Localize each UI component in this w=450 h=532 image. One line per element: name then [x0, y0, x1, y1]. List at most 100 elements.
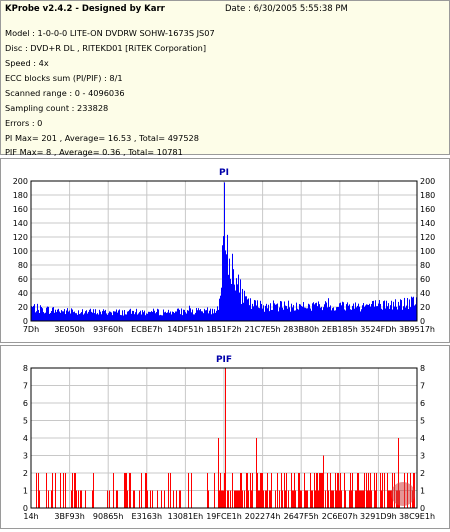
pif-bar — [364, 473, 365, 508]
pi-bar — [133, 310, 134, 321]
pi-bar — [47, 306, 48, 321]
pi-bar — [107, 314, 108, 321]
pi-bar — [217, 306, 218, 321]
pi-bar — [99, 309, 100, 321]
plot-frame — [30, 367, 418, 509]
pif-bar — [338, 473, 339, 508]
pi-bar — [159, 315, 160, 321]
pi-bar — [91, 311, 92, 321]
y-tick-label-right: 20 — [420, 303, 430, 312]
pi-bar — [264, 311, 265, 321]
pi-bar — [153, 308, 154, 321]
pi-bar — [249, 305, 250, 321]
pi-bar — [248, 298, 249, 321]
pif-bar — [173, 490, 174, 508]
pi-bar — [201, 311, 202, 321]
y-tick-label-right: 6 — [420, 399, 425, 408]
pif-bar — [150, 490, 151, 508]
pif-bar — [330, 473, 331, 508]
pi-bar — [221, 287, 222, 321]
pif-bar — [382, 473, 383, 508]
pif-bar — [251, 490, 252, 508]
pi-bar — [234, 284, 235, 321]
pi-bar — [105, 309, 106, 321]
pi-bar — [71, 308, 72, 321]
pi-bar — [387, 306, 388, 321]
pi-bar — [350, 309, 351, 321]
pi-bar — [245, 296, 246, 321]
range-line: Scanned range : 0 - 4096036 — [5, 88, 125, 98]
pi-bar — [63, 311, 64, 321]
pi-bar — [359, 306, 360, 321]
pi-bar — [250, 298, 251, 321]
pi-bar — [81, 312, 82, 321]
pi-bar — [86, 310, 87, 321]
pif-bar — [390, 490, 391, 508]
pif-bar — [316, 473, 317, 508]
pi-bar — [110, 311, 111, 321]
y-tick-label-left: 40 — [18, 289, 28, 298]
pi-bar — [262, 308, 263, 321]
pi-bar — [131, 313, 132, 321]
pi-bar — [127, 311, 128, 321]
y-tick-label-right: 1 — [420, 487, 425, 496]
pi-bar — [65, 314, 66, 321]
pi-bar — [228, 274, 229, 321]
pif-bar — [65, 473, 66, 508]
pi-bar — [156, 312, 157, 321]
pi-bar — [64, 309, 65, 321]
pi-bar — [396, 306, 397, 321]
pif-bar — [152, 490, 153, 508]
pi-bar — [328, 298, 329, 321]
pif-bar — [389, 490, 390, 508]
pi-bar — [310, 308, 311, 321]
pi-bar — [267, 308, 268, 321]
y-tick-label-right: 140 — [420, 219, 435, 228]
pi-bar — [104, 310, 105, 321]
x-tick-label: 93F60h — [93, 325, 123, 334]
pi-bar — [316, 302, 317, 321]
pif-bar — [188, 473, 189, 508]
pi-bar — [386, 300, 387, 321]
pi-bar — [352, 305, 353, 321]
pi-bar — [108, 313, 109, 321]
pi-bar — [193, 314, 194, 321]
pif-bar — [259, 490, 260, 508]
pi-bar — [377, 306, 378, 321]
x-tick-label: 2647F5h — [284, 512, 319, 521]
pif-bar — [161, 490, 162, 508]
pi-bar — [408, 308, 409, 321]
pi-bar — [308, 303, 309, 321]
x-tick-label: 21C7E5h — [245, 325, 281, 334]
pi-bar — [293, 305, 294, 321]
pif-bar — [344, 473, 345, 508]
pi-bar — [302, 306, 303, 321]
y-tick-label-right: 5 — [420, 417, 425, 426]
pif-bar — [244, 490, 245, 508]
pi-bar — [370, 306, 371, 321]
pi-summary-line: PI Max= 201 , Average= 16.53 , Total= 49… — [5, 133, 199, 143]
pif-bar — [129, 473, 130, 508]
pi-bar — [90, 308, 91, 321]
pi-bar — [398, 301, 399, 321]
pi-bar — [69, 310, 70, 321]
ecc-line: ECC blocks sum (PI/PIF) : 8/1 — [5, 73, 123, 83]
pi-bar — [392, 309, 393, 321]
pif-bar — [130, 473, 131, 508]
pi-bar — [148, 311, 149, 321]
pif-bar — [333, 490, 334, 508]
pi-bar — [120, 314, 121, 321]
y-tick-label-left: 0 — [23, 317, 28, 326]
x-tick-label: 3291D9h — [360, 512, 397, 521]
pif-bar — [85, 490, 86, 508]
pif-bar — [261, 473, 262, 508]
y-tick-label-right: 0 — [420, 317, 425, 326]
pi-bar — [397, 309, 398, 321]
pi-bar — [291, 303, 292, 321]
pi-bar — [357, 305, 358, 321]
y-tick-label-right: 160 — [420, 205, 435, 214]
pif-bar — [310, 473, 311, 508]
pi-bar — [209, 310, 210, 321]
pi-bar — [154, 310, 155, 321]
pif-bar — [258, 490, 259, 508]
